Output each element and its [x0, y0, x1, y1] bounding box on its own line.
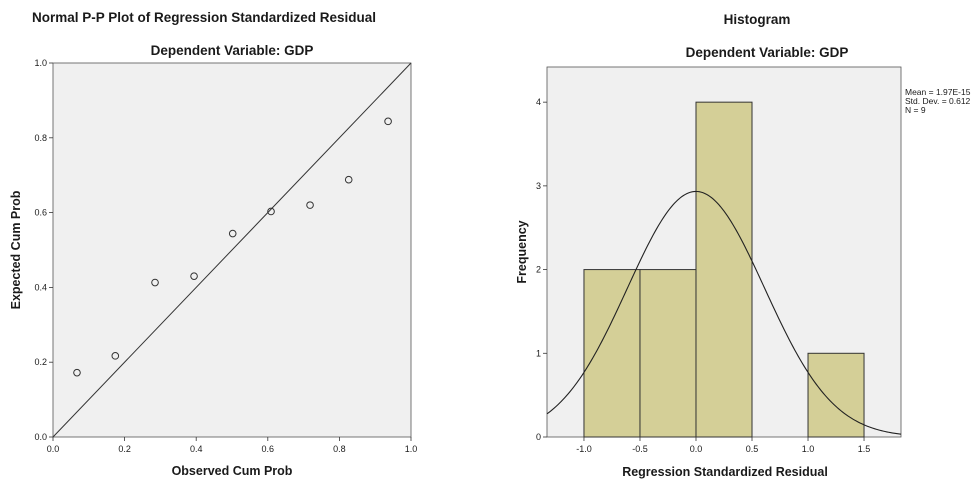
- hist-y-tick-label: 3: [536, 181, 541, 191]
- pp-plot-chart: Normal P-P Plot of Regression Standardiz…: [9, 10, 417, 478]
- pp-y-axis-label: Expected Cum Prob: [9, 190, 23, 309]
- pp-x-tick-label: 0.6: [262, 444, 275, 454]
- pp-data-point: [384, 117, 392, 126]
- pp-reference-line: [52, 62, 412, 438]
- pp-x-tick-label: 1.0: [405, 444, 418, 454]
- hist-y-tick-label: 1: [536, 348, 541, 358]
- pp-y-ticks: 0.0 0.2 0.4 0.6 0.8 1.0: [34, 58, 53, 442]
- pp-y-tick-label: 1.0: [34, 58, 47, 68]
- hist-stat-sd: Std. Dev. = 0.612: [905, 96, 971, 106]
- pp-y-tick-label: 0.4: [34, 282, 47, 292]
- hist-bar: [695, 101, 753, 438]
- hist-y-tick-label: 2: [536, 265, 541, 275]
- pp-x-tick-label: 0.8: [333, 444, 346, 454]
- hist-y-tick-label: 0: [536, 432, 541, 442]
- pp-y-tick-label: 0.8: [34, 133, 47, 143]
- pp-x-tick-label: 0.2: [118, 444, 131, 454]
- hist-bar: [807, 352, 865, 438]
- pp-y-tick-label: 0.2: [34, 357, 47, 367]
- pp-data-point: [267, 207, 275, 216]
- histogram-chart: Histogram Dependent Variable: GDP 01234 …: [515, 12, 971, 479]
- pp-data-point: [306, 201, 314, 209]
- hist-x-tick-label: 1.5: [858, 444, 871, 454]
- pp-x-ticks: 0.0 0.2 0.4 0.6 0.8 1.0: [47, 437, 418, 454]
- pp-points: [73, 117, 392, 377]
- hist-bar: [583, 269, 641, 438]
- pp-data-point: [111, 352, 120, 360]
- hist-subtitle: Dependent Variable: GDP: [686, 45, 849, 60]
- pp-data-point: [228, 229, 237, 238]
- hist-x-tick-label: -1.0: [576, 444, 592, 454]
- pp-data-point: [151, 278, 159, 287]
- hist-x-tick-label: -0.5: [632, 444, 648, 454]
- hist-bar: [639, 269, 697, 438]
- pp-y-tick-label: 0.6: [34, 208, 47, 218]
- pp-data-point: [344, 175, 353, 184]
- hist-x-tick-label: 1.0: [802, 444, 815, 454]
- pp-x-tick-label: 0.4: [190, 444, 203, 454]
- hist-y-ticks: 0 1 2 3 4: [536, 97, 547, 442]
- pp-title: Normal P-P Plot of Regression Standardiz…: [32, 10, 376, 25]
- hist-y-tick-label: 4: [536, 97, 541, 107]
- hist-stat-mean: Mean = 1.97E-15: [905, 87, 971, 97]
- hist-y-axis-label: Frequency: [515, 220, 529, 283]
- hist-normal-curve: [546, 190, 902, 435]
- pp-x-axis-label: Observed Cum Prob: [172, 464, 293, 478]
- pp-data-point: [73, 368, 81, 377]
- pp-y-tick-label: 0.0: [34, 432, 47, 442]
- pp-data-point: [190, 272, 198, 280]
- hist-x-tick-label: 0.0: [690, 444, 703, 454]
- pp-x-tick-label: 0.0: [47, 444, 60, 454]
- pp-subtitle: Dependent Variable: GDP: [151, 43, 314, 58]
- hist-x-ticks: -1.0 -0.5 0.0 0.5 1.0 1.5: [576, 437, 870, 454]
- hist-stat-n: N = 9: [905, 105, 926, 115]
- hist-x-axis-label: Regression Standardized Residual: [622, 465, 828, 479]
- hist-bars: [583, 101, 865, 438]
- hist-x-tick-label: 0.5: [746, 444, 759, 454]
- hist-title: Histogram: [724, 12, 791, 27]
